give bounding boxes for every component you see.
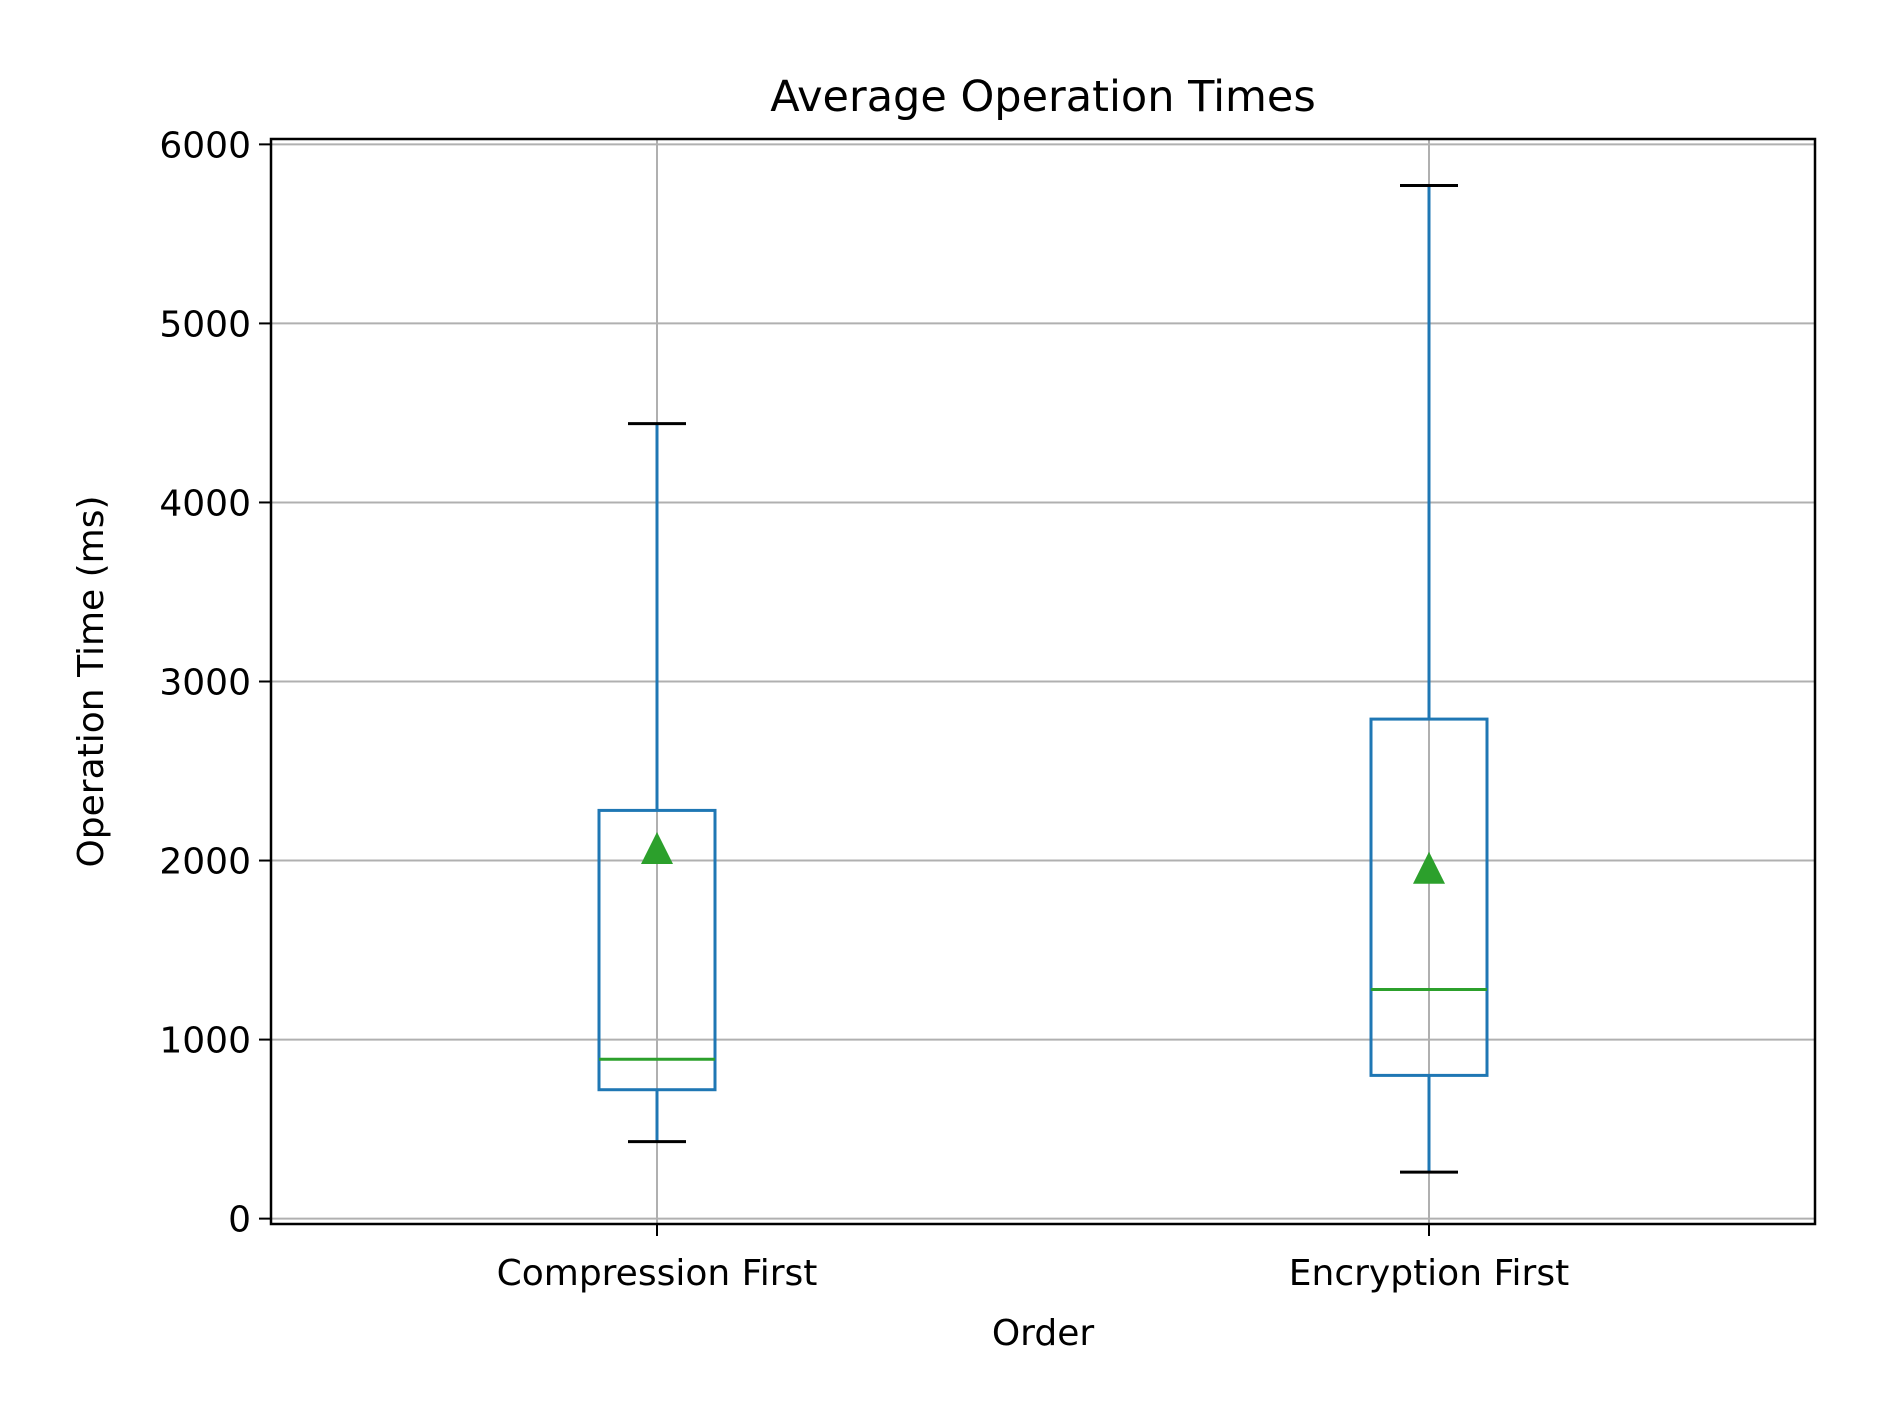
y-tick-label: 3000 [159,663,251,704]
box-group-1 [1369,184,1489,1174]
x-axis-label: Order [992,1313,1095,1354]
y-axis-label: Operation Time (ms) [71,495,112,867]
y-tick-label: 1000 [159,1021,251,1062]
mean-marker [1413,851,1445,884]
y-tick-label: 5000 [159,304,251,345]
box-group-0 [597,422,717,1144]
x-tick-label: Encryption First [1289,1253,1569,1294]
y-tick-label: 6000 [159,125,251,166]
boxes [597,184,1489,1174]
iqr-box [597,808,717,1092]
y-tick-label: 4000 [159,483,251,524]
axis-ticks: 0 1000 2000 3000 4000 5000 6000 Compression Fir… [159,125,1569,1294]
x-tick-label: Compression First [497,1253,818,1294]
chart-title: Average Operation Times [770,72,1316,122]
iqr-box [1369,717,1489,1077]
y-tick-label: 0 [228,1200,251,1241]
mean-marker [641,832,673,865]
y-tick-label: 2000 [159,842,251,883]
